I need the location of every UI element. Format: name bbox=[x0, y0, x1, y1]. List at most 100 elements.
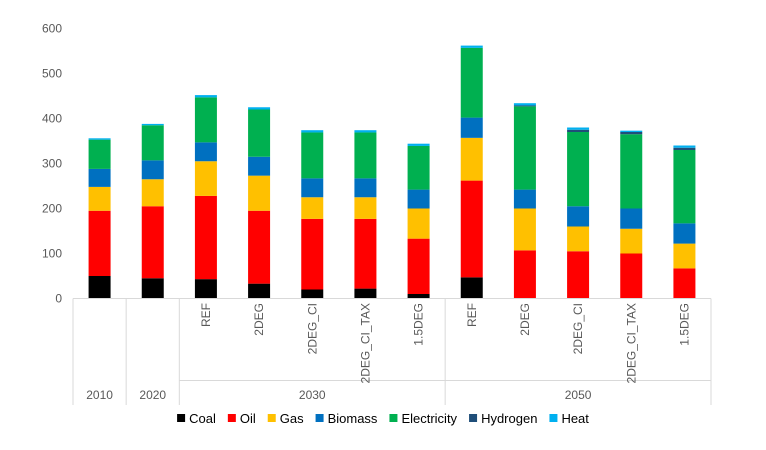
x-category-label: 2DEG bbox=[252, 303, 266, 336]
legend-swatch bbox=[315, 414, 324, 422]
bar-segment-biomass bbox=[141, 160, 164, 180]
bar-segment-gas bbox=[354, 197, 377, 219]
bar-segment-heat bbox=[460, 45, 483, 48]
bar-segment-coal bbox=[194, 279, 217, 299]
legend-label: Electricity bbox=[401, 411, 457, 426]
legend-swatch bbox=[267, 414, 276, 422]
bar-segment-hydrogen bbox=[673, 147, 696, 150]
bar-segment-coal bbox=[407, 294, 430, 299]
legend-item-gas: Gas bbox=[267, 411, 304, 426]
bar-segment-oil bbox=[88, 210, 111, 276]
x-category-label: 2DEG_CI_TAX bbox=[624, 303, 638, 383]
legend-swatch bbox=[389, 414, 398, 422]
bar-segment-oil bbox=[354, 218, 377, 289]
bar-segment-coal bbox=[301, 289, 324, 299]
bar-segment-gas bbox=[301, 197, 324, 219]
legend-item-heat: Heat bbox=[549, 411, 589, 426]
y-tick-label: 400 bbox=[42, 112, 62, 126]
legend-item-hydrogen: Hydrogen bbox=[469, 411, 537, 426]
legend-item-electricity: Electricity bbox=[389, 411, 458, 426]
y-tick-label: 0 bbox=[55, 292, 62, 306]
bar-segment-heat bbox=[407, 143, 430, 146]
bar-segment-gas bbox=[460, 137, 483, 181]
bar-segment-coal bbox=[248, 283, 271, 299]
y-tick-label: 200 bbox=[42, 202, 62, 216]
legend-label: Heat bbox=[561, 411, 589, 426]
bar-segment-gas bbox=[620, 228, 643, 254]
y-tick-label: 600 bbox=[42, 22, 62, 36]
y-tick-label: 300 bbox=[42, 157, 62, 171]
bar-segment-coal bbox=[88, 276, 111, 299]
y-tick-label: 500 bbox=[42, 67, 62, 81]
bar-segment-oil bbox=[513, 250, 536, 299]
legend-swatch bbox=[177, 414, 186, 422]
x-group-label: 2050 bbox=[565, 388, 592, 402]
bar-segment-biomass bbox=[460, 117, 483, 138]
bar-segment-biomass bbox=[407, 189, 430, 209]
x-category-label: 1.5DEG bbox=[677, 303, 691, 346]
x-group-label: 2010 bbox=[86, 388, 113, 402]
bar-segment-biomass bbox=[354, 178, 377, 198]
bar-segment-oil bbox=[301, 218, 324, 290]
bar-segment-heat bbox=[567, 127, 590, 130]
legend-label: Coal bbox=[189, 411, 216, 426]
bar-segment-oil bbox=[194, 195, 217, 280]
bars bbox=[88, 45, 696, 299]
bar-segment-gas bbox=[194, 161, 217, 196]
legend-label: Hydrogen bbox=[481, 411, 537, 426]
bar-segment-heat bbox=[141, 123, 164, 126]
bar-segment-oil bbox=[620, 253, 643, 299]
bar-segment-electricity bbox=[407, 145, 430, 190]
x-group-label: 2030 bbox=[299, 388, 326, 402]
x-group-label: 2020 bbox=[139, 388, 166, 402]
bar-segment-electricity bbox=[194, 97, 217, 143]
bar-segment-oil bbox=[567, 251, 590, 299]
x-category-label: 2DEG_CI_TAX bbox=[358, 303, 372, 383]
bar-segment-heat bbox=[354, 130, 377, 133]
bar-segment-heat bbox=[248, 107, 271, 110]
bar-segment-biomass bbox=[301, 178, 324, 198]
bar-segment-coal bbox=[141, 278, 164, 299]
bar-segment-electricity bbox=[141, 125, 164, 161]
bar-segment-heat bbox=[673, 145, 696, 148]
bar-segment-heat bbox=[194, 95, 217, 98]
y-axis: 0 100 200 300 400 500 600 bbox=[42, 22, 62, 306]
x-category-label: 2DEG_CI bbox=[305, 303, 319, 354]
bar-segment-heat bbox=[88, 138, 111, 140]
legend-label: Gas bbox=[280, 411, 304, 426]
legend-swatch bbox=[549, 414, 558, 422]
bar-segment-heat bbox=[301, 130, 324, 133]
x-category-label: REF bbox=[199, 303, 213, 327]
bar-segment-biomass bbox=[88, 168, 111, 187]
bar-segment-electricity bbox=[620, 134, 643, 209]
x-category-label: 2DEG bbox=[518, 303, 532, 336]
bar-segment-electricity bbox=[460, 47, 483, 118]
bar-segment-electricity bbox=[88, 139, 111, 169]
x-category-label: 2DEG_CI bbox=[571, 303, 585, 354]
x-category-label: REF bbox=[465, 303, 479, 327]
bar-segment-gas bbox=[513, 208, 536, 251]
bar-segment-coal bbox=[460, 277, 483, 299]
bar-segment-electricity bbox=[567, 132, 590, 207]
bar-segment-gas bbox=[88, 186, 111, 211]
bar-segment-electricity bbox=[513, 106, 536, 190]
legend-item-coal: Coal bbox=[177, 411, 216, 426]
bar-segment-oil bbox=[407, 238, 430, 294]
legend-label: Oil bbox=[240, 411, 256, 426]
bar-segment-biomass bbox=[620, 208, 643, 229]
bar-segment-gas bbox=[407, 208, 430, 239]
x-axis: REF 2DEG 2DEG_CI 2DEG_CI_TAX 1.5DEG REF 2DEG 2D… bbox=[72, 298, 712, 405]
bar-segment-oil bbox=[673, 268, 696, 299]
bar-segment-gas bbox=[567, 226, 590, 252]
bar-segment-coal bbox=[354, 288, 377, 299]
bar-segment-electricity bbox=[354, 132, 377, 179]
legend-label: Biomass bbox=[328, 411, 378, 426]
x-category-label: 1.5DEG bbox=[412, 303, 426, 346]
bar-segment-biomass bbox=[567, 206, 590, 227]
bar-segment-oil bbox=[248, 210, 271, 284]
bar-segment-oil bbox=[460, 180, 483, 278]
legend: Coal Oil Gas Biomass Electricity Hydrogen Heat bbox=[177, 411, 589, 426]
bar-segment-biomass bbox=[248, 156, 271, 176]
bar-segment-heat bbox=[513, 103, 536, 106]
